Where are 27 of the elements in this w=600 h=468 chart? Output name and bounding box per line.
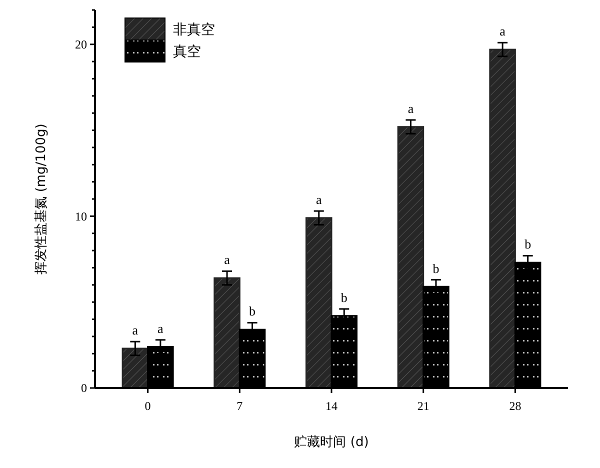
- x-tick-label: 0: [144, 399, 151, 413]
- bar: [122, 348, 149, 389]
- annotation: a: [316, 192, 322, 208]
- annotation: a: [158, 320, 164, 336]
- bar: [489, 48, 516, 389]
- y-axis-title: 挥发性盐基氮 (mg/100g): [34, 124, 49, 274]
- y-tick-label: 10: [75, 209, 87, 224]
- annotation: b: [524, 236, 532, 252]
- x-tick-label: 7: [236, 399, 243, 413]
- legend-label: 真空: [173, 44, 201, 60]
- bar: [214, 277, 240, 389]
- annotation: b: [432, 260, 440, 276]
- x-tick-label: 28: [509, 399, 522, 413]
- y-tick-label: 20: [75, 38, 87, 52]
- x-axis-title: 贮藏时间 (d): [294, 435, 369, 450]
- x-tick-label: 21: [417, 399, 430, 413]
- annotation: a: [224, 252, 230, 268]
- annotation: a: [408, 100, 414, 116]
- annotation: b: [249, 304, 256, 319]
- y-tick-label: 0: [81, 381, 87, 396]
- bar: [397, 126, 424, 389]
- x-tick-label: 14: [326, 399, 338, 413]
- annotation: b: [340, 290, 348, 305]
- annotation: a: [132, 322, 138, 338]
- legend-label: 非真空: [173, 22, 215, 38]
- bar: [305, 217, 332, 389]
- annotation: a: [500, 24, 506, 39]
